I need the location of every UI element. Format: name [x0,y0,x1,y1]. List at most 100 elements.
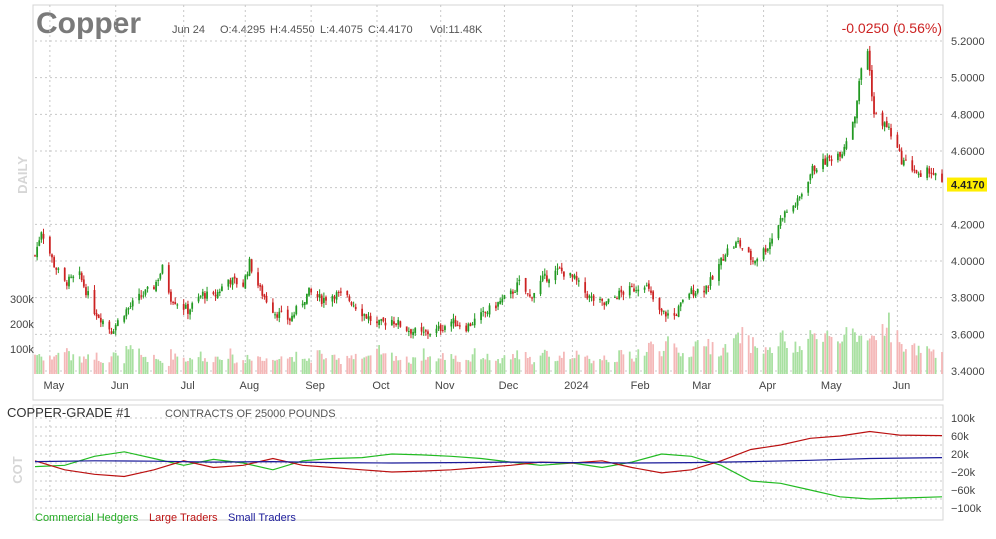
candle-body [858,81,861,102]
cot-tick-label: −100k [951,503,982,515]
candle-body [652,291,655,300]
volume-bar [85,358,87,374]
candle-body [303,301,306,306]
candle-body [673,313,676,316]
x-tick-label: Apr [759,380,776,392]
candle-body [289,318,291,321]
candle-body [214,294,217,297]
candle-body [531,297,533,299]
candle-body [779,218,782,226]
volume-bar [541,352,544,374]
price-tick-label: 5.2000 [951,36,985,48]
volume-bar [53,356,56,374]
candle-body [257,272,259,286]
candle-body [488,305,491,315]
candle-body [102,320,104,325]
volume-tick-label: 300k [10,294,34,306]
volume-bar [68,351,70,374]
candle-body [932,173,935,175]
price-tick-label: 3.8000 [951,293,985,305]
candle-body [301,303,304,306]
candle-body [286,309,289,320]
volume-bar [690,356,693,374]
volume-bar [350,355,353,374]
x-tick-label: Jun [111,380,129,392]
chart-title: Copper [36,7,141,40]
volume-bar [560,357,563,374]
volume-bar [622,354,625,374]
timeframe-label: DAILY [15,156,30,194]
volume-bar [741,327,744,374]
candle-body [735,242,737,248]
volume-bar [618,350,621,374]
volume-bar [452,358,455,374]
volume-bar [142,357,145,374]
candle-body [854,116,856,124]
candle-body [677,306,680,317]
volume-bar [444,359,446,374]
volume-bar [752,337,754,374]
candle-body [837,153,839,161]
candle-body [934,173,937,176]
candle-body [711,275,714,280]
volume-bar [539,355,542,374]
x-tick-label: Dec [499,380,519,392]
candle-body [839,151,841,157]
candle-body [42,233,45,239]
volume-bar [658,351,661,374]
volume-bar [533,362,536,374]
candle-body [681,299,684,303]
volume-bar [184,361,187,374]
candle-body [354,306,357,310]
volume-bar [800,350,803,374]
volume-bar [928,348,931,374]
candle-body [633,288,635,292]
x-tick-label: May [821,380,842,392]
candle-body [65,282,68,286]
candle-body [439,324,442,331]
volume-bar [305,360,308,374]
candle-body [456,324,459,326]
candle-body [667,313,669,316]
volume-bar [395,356,397,374]
volume-bar [261,360,264,374]
candle-body [248,258,251,276]
volume-bar [365,356,368,374]
volume-bar [703,346,705,374]
volume-bar [272,359,274,374]
volume-bar [518,359,521,374]
candle-body [405,326,408,331]
candle-body [529,294,531,297]
volume-bar [87,354,89,374]
volume-bar [131,349,134,374]
volume-bar [167,365,170,374]
volume-bar [613,362,616,374]
volume-bar [660,356,663,374]
volume-bar [95,352,98,374]
volume-bar [486,353,489,374]
volume-bar [390,352,393,374]
volume-bar [465,359,468,374]
volume-bar [822,341,824,374]
cot-tick-label: 100k [951,413,975,425]
volume-bar [860,335,863,374]
candle-body [112,331,115,334]
volume-bar [543,349,546,374]
candle-body [620,289,623,293]
candle-body [142,295,145,297]
volume-bar [335,359,338,374]
candle-body [732,247,735,249]
candle-body [766,248,769,251]
volume-bar [694,341,697,374]
candle-body [556,268,559,270]
volume-bar [902,351,905,374]
candle-body [420,327,423,332]
volume-bar [278,358,281,374]
candle-body [337,291,340,293]
candle-body [454,320,457,327]
candle-body [48,236,51,254]
candle-body [843,146,846,155]
volume-bar [888,312,890,374]
candle-body [435,328,438,334]
